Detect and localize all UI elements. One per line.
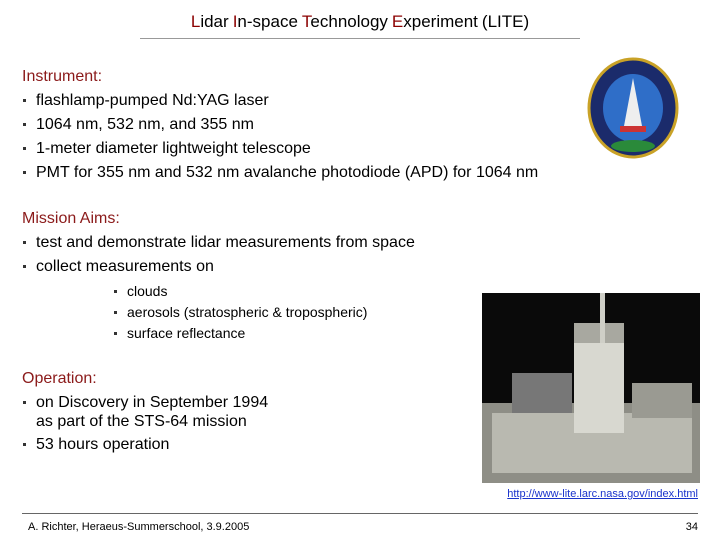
bullet-item: 1064 nm, 532 nm, and 355 nm (36, 116, 254, 133)
bullet-item: flashlamp-pumped Nd:YAG laser (36, 92, 269, 109)
bullet (23, 401, 26, 404)
sub-item: aerosols (stratospheric & tropospheric) (127, 304, 368, 320)
bullet (23, 123, 26, 126)
bullet-item: test and demonstrate lidar measurements … (36, 234, 415, 251)
mission-patch (587, 57, 679, 159)
title-rule (140, 38, 580, 39)
bullet (23, 443, 26, 446)
bullet (23, 99, 26, 102)
footer-rule (22, 513, 698, 514)
bullet-item: 53 hours operation (36, 436, 170, 453)
title-word: Technology (301, 12, 388, 31)
sub-item: surface reflectance (127, 325, 246, 341)
shuttle-photo (482, 293, 700, 483)
title-word: In-space (232, 12, 298, 31)
bullet (114, 311, 117, 314)
link[interactable]: http://www-lite.larc.nasa.gov/index.html (507, 488, 698, 500)
title-word: Experiment (391, 12, 478, 31)
bullet-item: collect measurements on (36, 258, 214, 275)
bullet-item: 1-meter diameter lightweight telescope (36, 140, 311, 157)
bullet (114, 290, 117, 293)
section-heading: Mission Aims: (22, 210, 120, 227)
bullet-item: PMT for 355 nm and 532 nm avalanche phot… (36, 164, 539, 181)
bullet-item: on Discovery in September 1994 (36, 394, 269, 411)
bullet (23, 147, 26, 150)
section-heading: Operation: (22, 370, 97, 387)
bullet (23, 171, 26, 174)
title: Lidar In-space Technology Experiment (LITE) (0, 12, 720, 32)
bullet (23, 265, 26, 268)
sub-item: clouds (127, 283, 168, 299)
bullet-item-continuation: as part of the STS-64 mission (36, 413, 247, 430)
section-heading: Instrument: (22, 68, 103, 85)
title-word: (LITE) (481, 12, 530, 31)
bullet (23, 241, 26, 244)
page-number: 34 (685, 521, 698, 533)
footer-text: A. Richter, Heraeus-Summerschool, 3.9.20… (28, 521, 250, 533)
bullet (114, 332, 117, 335)
title-word: Lidar (190, 12, 229, 31)
